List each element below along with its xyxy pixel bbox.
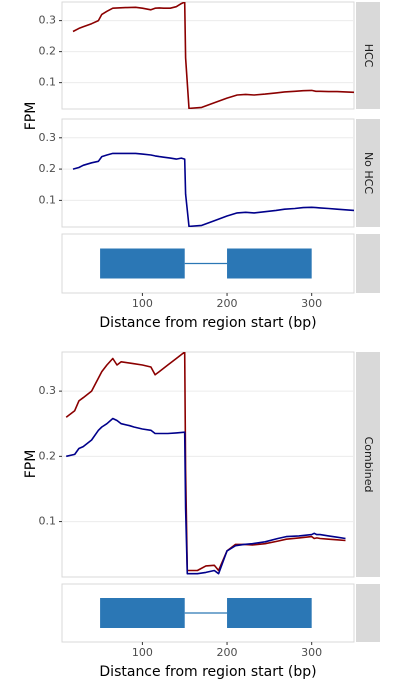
gene-bottom-exon-2 xyxy=(227,598,312,628)
gene-model-top-strip xyxy=(356,234,380,293)
x-axis-title-top: Distance from region start (bp) xyxy=(99,315,316,331)
panel-hcc-y-ticks: 0.1 0.2 0.3 xyxy=(39,14,62,89)
strip-combined xyxy=(356,352,380,577)
x-ticks-bottom: 100 200 300 xyxy=(132,642,322,659)
gene-top-exon-2 xyxy=(227,248,312,279)
no-hcc-series-line-1 xyxy=(72,152,354,227)
panel-combined: 0.1 0.2 0.3 Combined xyxy=(39,351,380,578)
panel-combined-frame xyxy=(61,351,355,578)
panel-hcc-frame xyxy=(61,1,355,110)
panel-no-hcc-y-ticks: 0.1 0.2 0.3 xyxy=(39,131,62,206)
panel-no-hcc: 0.1 0.2 0.3 No HCC xyxy=(39,118,380,228)
panel-hcc: 0.1 0.2 0.3 HCC xyxy=(39,1,380,110)
figure-top: 0.1 0.2 0.3 HCC 0.1 0.2 0.3 No HCC 100 200 300… xyxy=(23,1,380,331)
no-hcc-y-tick-label: 0.1 xyxy=(39,193,57,206)
panel-combined-series xyxy=(65,352,346,575)
panel-no-hcc-grid xyxy=(62,137,354,201)
bottom-x-tick-label: 100 xyxy=(132,646,153,659)
no-hcc-y-tick-label: 0.2 xyxy=(39,162,57,175)
hcc-series-line-1 xyxy=(72,2,354,109)
panel-combined-y-ticks: 0.1 0.2 0.3 xyxy=(39,384,62,528)
gene-top-exon-1 xyxy=(100,248,185,279)
x-ticks-top: 100 200 300 xyxy=(132,293,322,310)
hcc-y-tick-label: 0.2 xyxy=(39,45,57,58)
top-x-tick-label: 200 xyxy=(217,297,238,310)
strip-no-hcc xyxy=(356,119,380,227)
top-x-tick-label: 300 xyxy=(301,297,322,310)
combined-series-line-2 xyxy=(66,417,346,575)
gene-model-top-shapes xyxy=(100,248,312,279)
hcc-y-tick-label: 0.3 xyxy=(39,14,57,27)
strip-no-hcc-label: No HCC xyxy=(362,152,375,194)
combined-y-tick-label: 0.2 xyxy=(39,449,57,462)
panel-no-hcc-series xyxy=(72,152,354,227)
bottom-x-tick-label: 200 xyxy=(217,646,238,659)
combined-y-tick-label: 0.3 xyxy=(39,384,57,397)
figure-bottom: 0.1 0.2 0.3 Combined 100 200 300 FPM Distanc… xyxy=(23,351,380,680)
gene-model-top: 100 200 300 xyxy=(61,233,380,310)
gene-model-bottom-shapes xyxy=(100,598,312,628)
gene-model-bottom: 100 200 300 xyxy=(61,583,380,659)
strip-hcc-label: HCC xyxy=(362,44,375,68)
hcc-y-tick-label: 0.1 xyxy=(39,76,57,89)
x-axis-title-bottom: Distance from region start (bp) xyxy=(99,664,316,680)
no-hcc-y-tick-label: 0.3 xyxy=(39,131,57,144)
top-x-tick-label: 100 xyxy=(132,297,153,310)
panel-no-hcc-frame xyxy=(61,118,355,228)
y-axis-title-top: FPM xyxy=(23,102,39,131)
strip-hcc xyxy=(356,2,380,109)
bottom-x-tick-label: 300 xyxy=(301,646,322,659)
combined-y-tick-label: 0.1 xyxy=(39,515,57,528)
strip-combined-label: Combined xyxy=(362,437,375,493)
panel-hcc-series xyxy=(72,2,354,109)
gene-model-bottom-strip xyxy=(356,584,380,642)
y-axis-title-bottom: FPM xyxy=(23,450,39,479)
panel-combined-grid xyxy=(62,390,354,523)
panel-hcc-grid xyxy=(62,20,354,84)
gene-bottom-exon-1 xyxy=(100,598,185,628)
